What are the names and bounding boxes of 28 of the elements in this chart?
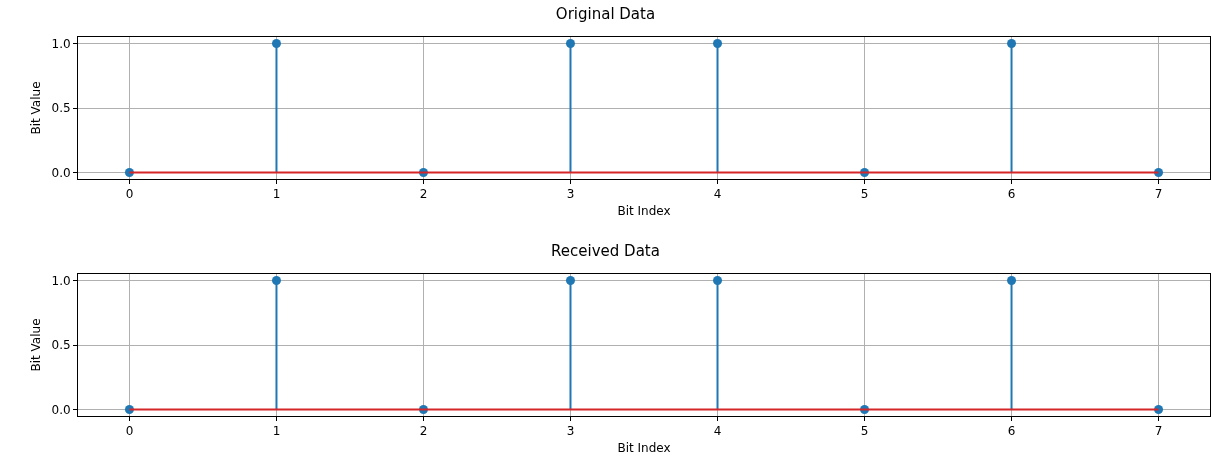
y-tick-label: 0.0 bbox=[51, 402, 71, 417]
y-tick-label: 0.5 bbox=[51, 101, 71, 116]
x-tick-label: 4 bbox=[713, 424, 722, 439]
x-tick-label: 5 bbox=[860, 424, 869, 439]
x-tick-label: 3 bbox=[566, 187, 575, 202]
x-tick-label: 1 bbox=[272, 187, 281, 202]
y-tick-label: 0.5 bbox=[51, 338, 71, 353]
x-tick-label: 6 bbox=[1007, 187, 1016, 202]
x-tick-label: 0 bbox=[125, 424, 134, 439]
x-tick-label: 3 bbox=[566, 424, 575, 439]
y-tick-label: 0.0 bbox=[51, 165, 71, 180]
x-tick-label: 4 bbox=[713, 187, 722, 202]
x-tick-label: 2 bbox=[419, 187, 428, 202]
y-axis-title: Bit Value bbox=[28, 81, 43, 135]
x-tick-label: 6 bbox=[1007, 424, 1016, 439]
x-axis-title: Bit Index bbox=[617, 441, 671, 456]
x-axis-title: Bit Index bbox=[617, 204, 671, 219]
chart-title: Original Data bbox=[555, 4, 656, 23]
y-axis-title: Bit Value bbox=[28, 318, 43, 372]
y-tick-label: 1.0 bbox=[51, 36, 71, 51]
x-tick-label: 7 bbox=[1154, 187, 1163, 202]
x-tick-label: 2 bbox=[419, 424, 428, 439]
chart-title: Received Data bbox=[551, 241, 660, 260]
x-tick-label: 1 bbox=[272, 424, 281, 439]
x-tick-label: 7 bbox=[1154, 424, 1163, 439]
y-tick-label: 1.0 bbox=[51, 273, 71, 288]
x-tick-label: 0 bbox=[125, 187, 134, 202]
x-tick-label: 5 bbox=[860, 187, 869, 202]
